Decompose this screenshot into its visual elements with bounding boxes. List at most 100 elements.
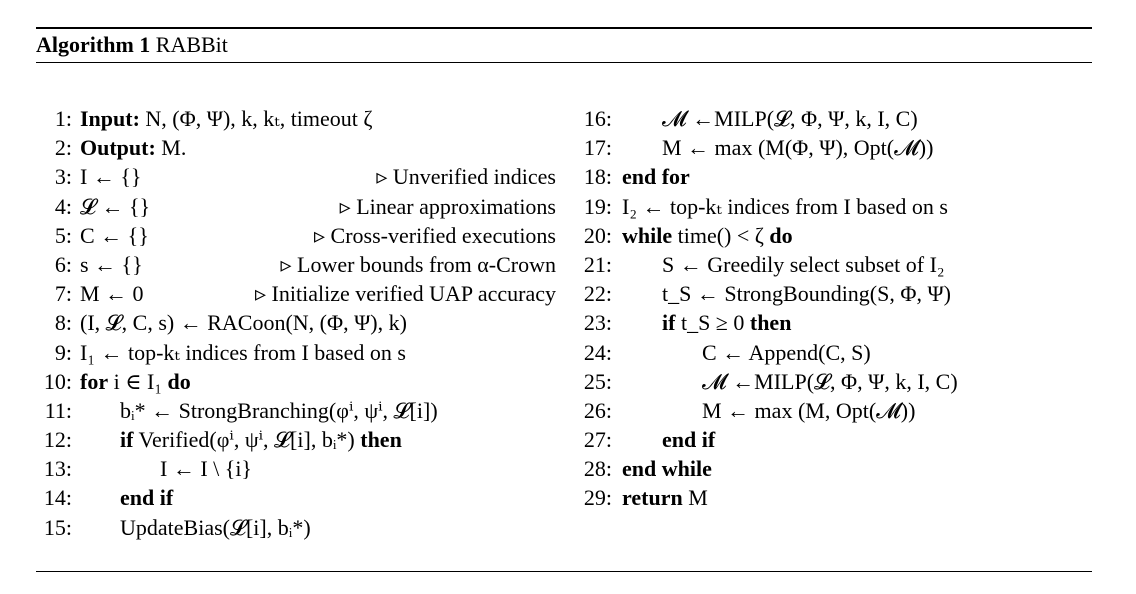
top-rule	[36, 27, 1092, 29]
line-text: end if	[120, 485, 174, 511]
algorithm-line: 27: end if	[576, 425, 1092, 454]
line-text: 𝓛 ← {}	[80, 193, 151, 219]
line-text: if Verified(φⁱ, ψⁱ, 𝓛[i], bᵢ*) then	[120, 427, 402, 453]
line-text: I₂ ← top-kₜ indices from I based on s	[622, 193, 948, 219]
line-comment: ▹ Lower bounds from α-Crown	[280, 251, 556, 277]
caption-rule	[36, 62, 1092, 63]
algorithm-line: 18: end for	[576, 162, 1092, 191]
line-text: end while	[622, 456, 712, 482]
algorithm-line: 23: if t_S ≥ 0 then	[576, 308, 1092, 337]
algorithm-line: 9: I₁ ← top-kₜ indices from I based on s	[36, 338, 556, 367]
line-number: 7:	[54, 281, 72, 307]
algorithm-line: 4: 𝓛 ← {} ▹ Linear approximations	[36, 192, 556, 221]
algorithm-label: Algorithm 1	[36, 32, 151, 57]
line-number: 24:	[583, 339, 612, 365]
line-text: Input: N, (Φ, Ψ), k, kₜ, timeout ζ	[80, 106, 373, 131]
line-number: 1:	[54, 106, 72, 131]
line-text: UpdateBias(𝓛[i], bᵢ*)	[120, 514, 311, 540]
algorithm-line: 28: end while	[576, 454, 1092, 483]
algorithm-line: 7: M ← 0 ▹ Initialize verified UAP accurac…	[36, 279, 556, 308]
line-text: 𝓜 ←MILP(𝓛, Φ, Ψ, k, I, C)	[702, 368, 958, 394]
line-text: I ← {}	[80, 164, 142, 190]
algorithm-line: 25: 𝓜 ←MILP(𝓛, Φ, Ψ, k, I, C)	[576, 367, 1092, 396]
algorithm-line: 19: I₂ ← top-kₜ indices from I based on s	[576, 192, 1092, 221]
line-text: S ← Greedily select subset of I₂	[662, 251, 945, 277]
line-number: 6:	[54, 251, 72, 277]
line-number: 25:	[583, 368, 612, 394]
line-comment: ▹ Initialize verified UAP accuracy	[255, 281, 556, 307]
line-text: if t_S ≥ 0 then	[662, 310, 792, 336]
line-number: 9:	[54, 339, 72, 365]
algorithm-name: RABBit	[155, 32, 228, 57]
algorithm-line: 1: Input: N, (Φ, Ψ), k, kₜ, timeout ζ	[36, 104, 556, 133]
line-text: s ← {}	[80, 251, 143, 277]
algorithm-line: 11: bᵢ* ← StrongBranching(φⁱ, ψⁱ, 𝓛[i])	[36, 396, 556, 425]
line-number: 20:	[583, 222, 612, 248]
line-text: for i ∈ I₁ do	[80, 368, 191, 394]
line-text: C ← {}	[80, 222, 149, 248]
line-number: 14:	[43, 485, 72, 511]
line-comment: ▹ Linear approximations	[339, 193, 556, 219]
line-number: 12:	[43, 427, 72, 453]
line-text: C ← Append(C, S)	[702, 339, 871, 365]
line-comment: ▹ Unverified indices	[376, 164, 556, 190]
line-number: 28:	[583, 456, 612, 482]
line-text: end if	[662, 427, 716, 453]
line-text: (I, 𝓛, C, s) ← RACoon(N, (Φ, Ψ), k)	[80, 310, 407, 336]
line-number: 21:	[583, 251, 612, 277]
line-number: 3:	[54, 164, 72, 190]
algorithm-line: 29: return M	[576, 483, 1092, 512]
line-text: end for	[622, 164, 690, 190]
algorithm-line: 10: for i ∈ I₁ do	[36, 367, 556, 396]
line-number: 5:	[54, 222, 72, 248]
line-text: return M	[622, 485, 708, 511]
line-number: 22:	[583, 281, 612, 307]
line-number: 11:	[44, 397, 72, 423]
algorithm-line: 15: UpdateBias(𝓛[i], bᵢ*)	[36, 513, 556, 542]
line-text: t_S ← StrongBounding(S, Φ, Ψ)	[662, 281, 952, 307]
line-text: Output: M.	[80, 135, 187, 161]
algorithm-line: 26: M ← max (M, Opt(𝓜))	[576, 396, 1092, 425]
line-number: 8:	[54, 310, 72, 336]
line-text: while time() < ζ do	[622, 222, 793, 248]
algorithm-line: 17: M ← max (M(Φ, Ψ), Opt(𝓜))	[576, 133, 1092, 162]
line-text: M ← max (M, Opt(𝓜))	[702, 397, 916, 423]
line-number: 4:	[54, 193, 72, 219]
algorithm-line: 6: s ← {} ▹ Lower bounds from α-Crown	[36, 250, 556, 279]
algorithm-line: 2: Output: M.	[36, 133, 556, 162]
line-text: I₁ ← top-kₜ indices from I based on s	[80, 339, 406, 365]
line-number: 10:	[43, 368, 72, 394]
algorithm-line: 12: if Verified(φⁱ, ψⁱ, 𝓛[i], bᵢ*) then	[36, 425, 556, 454]
line-number: 27:	[583, 427, 612, 453]
line-number: 26:	[583, 397, 612, 423]
algorithm-line: 13: I ← I \ {i}	[36, 454, 556, 483]
line-number: 19:	[583, 193, 612, 219]
algorithm-line: 14: end if	[36, 483, 556, 512]
line-comment: ▹ Cross-verified executions	[314, 222, 556, 248]
line-number: 15:	[43, 514, 72, 540]
line-number: 13:	[43, 456, 72, 482]
algorithm-line: 5: C ← {} ▹ Cross-verified executions	[36, 221, 556, 250]
algorithm-line: 16: 𝓜 ←MILP(𝓛, Φ, Ψ, k, I, C)	[576, 104, 1092, 133]
left-column: 1: Input: N, (Φ, Ψ), k, kₜ, timeout ζ 2: O…	[36, 104, 556, 542]
line-number: 29:	[583, 485, 612, 511]
line-text: M ← max (M(Φ, Ψ), Opt(𝓜))	[662, 135, 934, 161]
line-number: 23:	[583, 310, 612, 336]
line-text: 𝓜 ←MILP(𝓛, Φ, Ψ, k, I, C)	[662, 106, 918, 131]
right-column: 16: 𝓜 ←MILP(𝓛, Φ, Ψ, k, I, C) 17: M ← max …	[576, 104, 1092, 513]
algorithm-caption: Algorithm 1 RABBit	[36, 31, 228, 59]
line-text: I ← I \ {i}	[160, 456, 252, 482]
line-text: bᵢ* ← StrongBranching(φⁱ, ψⁱ, 𝓛[i])	[120, 397, 438, 423]
algorithm-line: 22: t_S ← StrongBounding(S, Φ, Ψ)	[576, 279, 1092, 308]
line-number: 17:	[583, 135, 612, 161]
algorithm-line: 20: while time() < ζ do	[576, 221, 1092, 250]
algorithm-line: 8: (I, 𝓛, C, s) ← RACoon(N, (Φ, Ψ), k)	[36, 308, 556, 337]
line-number: 18:	[583, 164, 612, 190]
algorithm-line: 21: S ← Greedily select subset of I₂	[576, 250, 1092, 279]
line-number: 2:	[54, 135, 72, 161]
line-text: M ← 0	[80, 281, 144, 307]
algorithm-line: 3: I ← {} ▹ Unverified indices	[36, 162, 556, 191]
line-number: 16:	[583, 106, 612, 131]
bottom-rule	[36, 571, 1092, 572]
algorithm-line: 24: C ← Append(C, S)	[576, 338, 1092, 367]
